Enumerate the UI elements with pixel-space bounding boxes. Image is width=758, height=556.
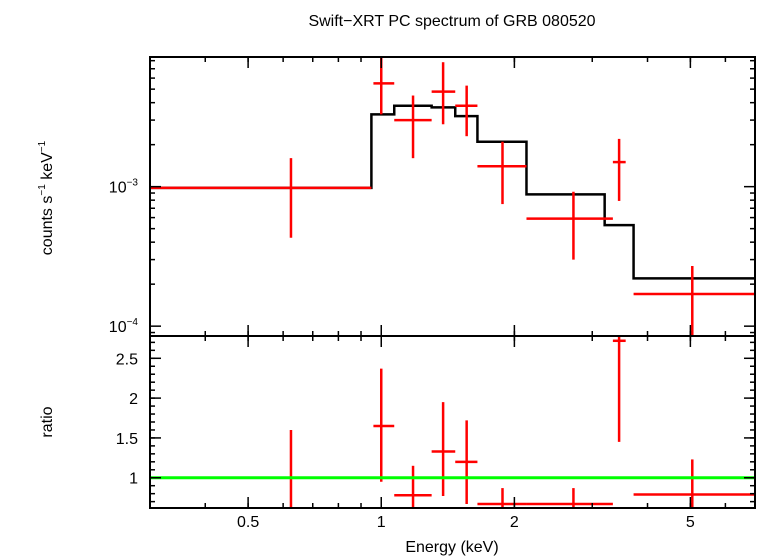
y-tick-label: 1.5: [116, 431, 138, 448]
chart-title: Swift−XRT PC spectrum of GRB 080520: [308, 13, 595, 30]
spectrum-y-axis-label: counts s−1 keV−1: [37, 140, 56, 255]
x-tick-label: 2: [510, 514, 519, 531]
y-tick-label: 10−3: [109, 178, 139, 197]
x-tick-label: 5: [686, 514, 695, 531]
x-tick-label: 1: [377, 514, 386, 531]
spectrum-panel: 10−3 10−4: [109, 56, 756, 337]
ratio-y-axis-label: ratio: [39, 406, 56, 437]
model-step-line: [150, 104, 755, 280]
x-axis-label: Energy (keV): [405, 539, 498, 556]
ratio-panel: 1 1.5 2 2.5 0.5 1 2 5: [116, 335, 756, 531]
y-tick-label: 1: [129, 471, 138, 488]
ratio-frame: [149, 335, 756, 509]
y-tick-label: 2.5: [116, 351, 138, 368]
x-tick-label: 0.5: [237, 514, 259, 531]
y-tick-label: 2: [129, 391, 138, 408]
y-tick-label: 10−4: [109, 317, 139, 336]
